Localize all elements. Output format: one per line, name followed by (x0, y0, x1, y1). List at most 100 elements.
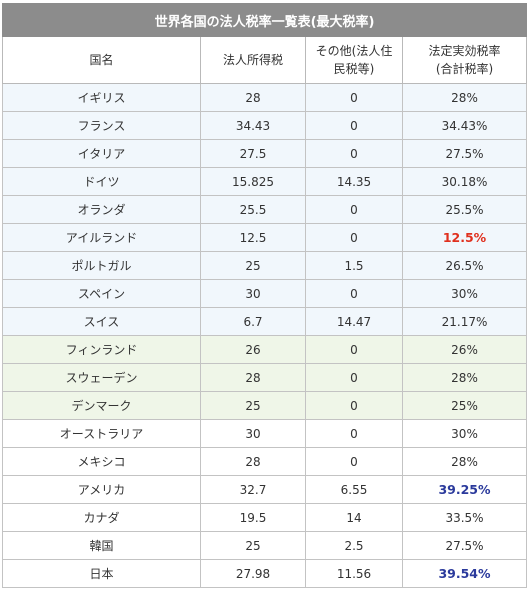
cell-other-taxes: 0 (305, 195, 403, 224)
cell-corporate-tax: 25 (200, 531, 306, 560)
cell-country: スウェーデン (2, 363, 201, 392)
cell-corporate-tax: 28 (200, 363, 306, 392)
cell-country: スペイン (2, 279, 201, 308)
cell-effective-rate: 25% (401, 391, 528, 420)
table-row: フィンランド 26 0 26% (2, 335, 528, 364)
cell-corporate-tax: 32.7 (200, 475, 306, 504)
cell-other-taxes: 0 (305, 223, 403, 252)
cell-country: イギリス (2, 83, 201, 112)
cell-effective-rate: 28% (401, 363, 528, 392)
cell-other-taxes: 0 (305, 139, 403, 168)
highlighted-rate: 39.54% (438, 566, 491, 581)
cell-corporate-tax: 26 (200, 335, 306, 364)
table-row: ドイツ 15.825 14.35 30.18% (2, 167, 528, 196)
column-header-other-line2: 民税等) (333, 62, 375, 76)
cell-corporate-tax: 6.7 (200, 307, 306, 336)
cell-country: 韓国 (2, 531, 201, 560)
cell-other-taxes: 14.35 (305, 167, 403, 196)
table-row: 日本 27.98 11.56 39.54% (2, 559, 528, 588)
cell-other-taxes: 14 (305, 503, 403, 532)
cell-country: アイルランド (2, 223, 201, 252)
table-row: オランダ 25.5 0 25.5% (2, 195, 528, 224)
table-row: フランス 34.43 0 34.43% (2, 111, 528, 140)
column-header-other-taxes: その他(法人住 民税等) (305, 36, 403, 84)
column-header-effective-line2: (合計税率) (435, 62, 494, 76)
column-header-country: 国名 (2, 36, 201, 84)
table-row: ポルトガル 25 1.5 26.5% (2, 251, 528, 280)
cell-corporate-tax: 25.5 (200, 195, 306, 224)
cell-effective-rate: 30% (401, 419, 528, 448)
cell-corporate-tax: 28 (200, 447, 306, 476)
table-header-row: 国名 法人所得税 その他(法人住 民税等) 法定実効税率 (合計税率) (2, 36, 528, 84)
column-header-effective-line1: 法定実効税率 (428, 44, 501, 58)
cell-corporate-tax: 15.825 (200, 167, 306, 196)
cell-effective-rate: 25.5% (401, 195, 528, 224)
tax-table-container: 世界各国の法人税率一覧表(最大税率) 国名 法人所得税 その他(法人住 民税等) … (1, 3, 528, 588)
cell-other-taxes: 14.47 (305, 307, 403, 336)
cell-country: デンマーク (2, 391, 201, 420)
cell-effective-rate: 28% (401, 83, 528, 112)
cell-country: 日本 (2, 559, 201, 588)
cell-other-taxes: 6.55 (305, 475, 403, 504)
cell-corporate-tax: 27.5 (200, 139, 306, 168)
cell-corporate-tax: 27.98 (200, 559, 306, 588)
cell-country: オランダ (2, 195, 201, 224)
cell-other-taxes: 0 (305, 335, 403, 364)
cell-other-taxes: 1.5 (305, 251, 403, 280)
cell-other-taxes: 0 (305, 419, 403, 448)
cell-corporate-tax: 30 (200, 279, 306, 308)
cell-country: フィンランド (2, 335, 201, 364)
corporate-tax-table: 世界各国の法人税率一覧表(最大税率) 国名 法人所得税 その他(法人住 民税等) … (1, 3, 528, 588)
cell-effective-rate: 34.43% (401, 111, 528, 140)
cell-country: イタリア (2, 139, 201, 168)
table-title-row: 世界各国の法人税率一覧表(最大税率) (1, 3, 528, 37)
table-row: アイルランド 12.5 0 12.5% (2, 223, 528, 252)
table-row: メキシコ 28 0 28% (2, 447, 528, 476)
cell-other-taxes: 0 (305, 447, 403, 476)
cell-other-taxes: 2.5 (305, 531, 403, 560)
cell-effective-rate: 21.17% (401, 307, 528, 336)
cell-effective-rate: 39.25% (401, 475, 528, 504)
cell-corporate-tax: 12.5 (200, 223, 306, 252)
cell-effective-rate: 30% (401, 279, 528, 308)
cell-effective-rate: 27.5% (401, 531, 528, 560)
table-row: スウェーデン 28 0 28% (2, 363, 528, 392)
cell-other-taxes: 0 (305, 391, 403, 420)
highlighted-rate: 39.25% (438, 482, 491, 497)
cell-country: ドイツ (2, 167, 201, 196)
cell-other-taxes: 11.56 (305, 559, 403, 588)
table-row: アメリカ 32.7 6.55 39.25% (2, 475, 528, 504)
table-row: 韓国 25 2.5 27.5% (2, 531, 528, 560)
cell-other-taxes: 0 (305, 279, 403, 308)
cell-effective-rate: 33.5% (401, 503, 528, 532)
table-row: オーストラリア 30 0 30% (2, 419, 528, 448)
table-row: スイス 6.7 14.47 21.17% (2, 307, 528, 336)
highlighted-rate: 12.5% (442, 230, 487, 245)
cell-country: スイス (2, 307, 201, 336)
cell-effective-rate: 26% (401, 335, 528, 364)
table-row: イギリス 28 0 28% (2, 83, 528, 112)
cell-corporate-tax: 30 (200, 419, 306, 448)
table-body: イギリス 28 0 28% フランス 34.43 0 34.43% イタリア 27.5 0 27.5%… (2, 83, 528, 588)
table-row: スペイン 30 0 30% (2, 279, 528, 308)
cell-corporate-tax: 25 (200, 251, 306, 280)
table-row: デンマーク 25 0 25% (2, 391, 528, 420)
cell-country: オーストラリア (2, 419, 201, 448)
cell-other-taxes: 0 (305, 363, 403, 392)
cell-effective-rate: 27.5% (401, 139, 528, 168)
cell-corporate-tax: 28 (200, 83, 306, 112)
cell-effective-rate: 39.54% (401, 559, 528, 588)
column-header-corporate-tax: 法人所得税 (200, 36, 306, 84)
cell-effective-rate: 12.5% (401, 223, 528, 252)
cell-corporate-tax: 19.5 (200, 503, 306, 532)
cell-corporate-tax: 25 (200, 391, 306, 420)
cell-other-taxes: 0 (305, 111, 403, 140)
cell-effective-rate: 26.5% (401, 251, 528, 280)
table-row: イタリア 27.5 0 27.5% (2, 139, 528, 168)
cell-country: カナダ (2, 503, 201, 532)
column-header-other-line1: その他(法人住 (315, 44, 393, 58)
column-header-effective-rate: 法定実効税率 (合計税率) (401, 36, 528, 84)
table-row: カナダ 19.5 14 33.5% (2, 503, 528, 532)
cell-country: フランス (2, 111, 201, 140)
table-title: 世界各国の法人税率一覧表(最大税率) (1, 3, 528, 37)
